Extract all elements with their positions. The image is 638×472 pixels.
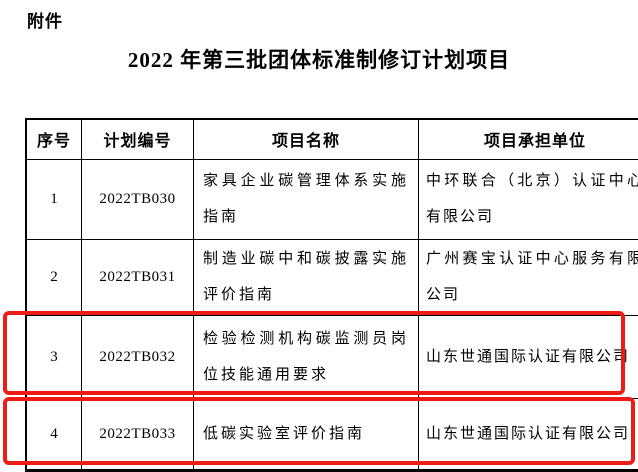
- cell-serial-number: 3: [25, 314, 82, 399]
- cell-undertaking-unit: 山东世通国际认证有限公司: [418, 397, 638, 471]
- cell-project-name: 检验检测机构碳监测员岗位技能通用要求: [193, 314, 419, 399]
- cell-project-name: 家具企业碳管理体系实施指南: [193, 158, 419, 240]
- cell-plan-number: 2022TB033: [81, 397, 194, 471]
- cell-plan-number: 2022TB030: [81, 158, 194, 240]
- cell-project-name: 制造业碳中和碳披露实施评价指南: [193, 238, 419, 316]
- header-plan-number: 计划编号: [81, 118, 194, 160]
- cell-serial-number: 1: [25, 158, 82, 240]
- header-project-name: 项目名称: [193, 118, 419, 160]
- cell-undertaking-unit: 广州赛宝认证中心服务有限公司: [418, 238, 638, 316]
- cell-serial-number: 4: [25, 397, 82, 471]
- standards-plan-table: 序号 计划编号 项目名称 项目承担单位 1 2022TB030 家具企业碳管理体…: [25, 118, 638, 472]
- cell-project-name: 低碳实验室评价指南: [193, 397, 419, 471]
- header-serial-number: 序号: [25, 118, 82, 160]
- cell-plan-number: 2022TB031: [81, 238, 194, 316]
- table-row: 4 2022TB033 低碳实验室评价指南 山东世通国际认证有限公司: [25, 397, 638, 471]
- attachment-label: 附件: [27, 12, 63, 31]
- cell-undertaking-unit: 山东世通国际认证有限公司: [418, 314, 638, 399]
- header-undertaking-unit: 项目承担单位: [418, 118, 638, 160]
- table-row: 3 2022TB032 检验检测机构碳监测员岗位技能通用要求 山东世通国际认证有…: [25, 314, 638, 399]
- page-title: 2022 年第三批团体标准制修订计划项目: [127, 48, 511, 72]
- cell-plan-number: 2022TB032: [81, 314, 194, 399]
- table-header-row: 序号 计划编号 项目名称 项目承担单位: [25, 118, 638, 160]
- table-row: 2 2022TB031 制造业碳中和碳披露实施评价指南 广州赛宝认证中心服务有限…: [25, 238, 638, 316]
- cell-serial-number: 2: [25, 238, 82, 316]
- table-row: 1 2022TB030 家具企业碳管理体系实施指南 中环联合（北京）认证中心有限…: [25, 158, 638, 240]
- cell-undertaking-unit: 中环联合（北京）认证中心有限公司: [418, 158, 638, 240]
